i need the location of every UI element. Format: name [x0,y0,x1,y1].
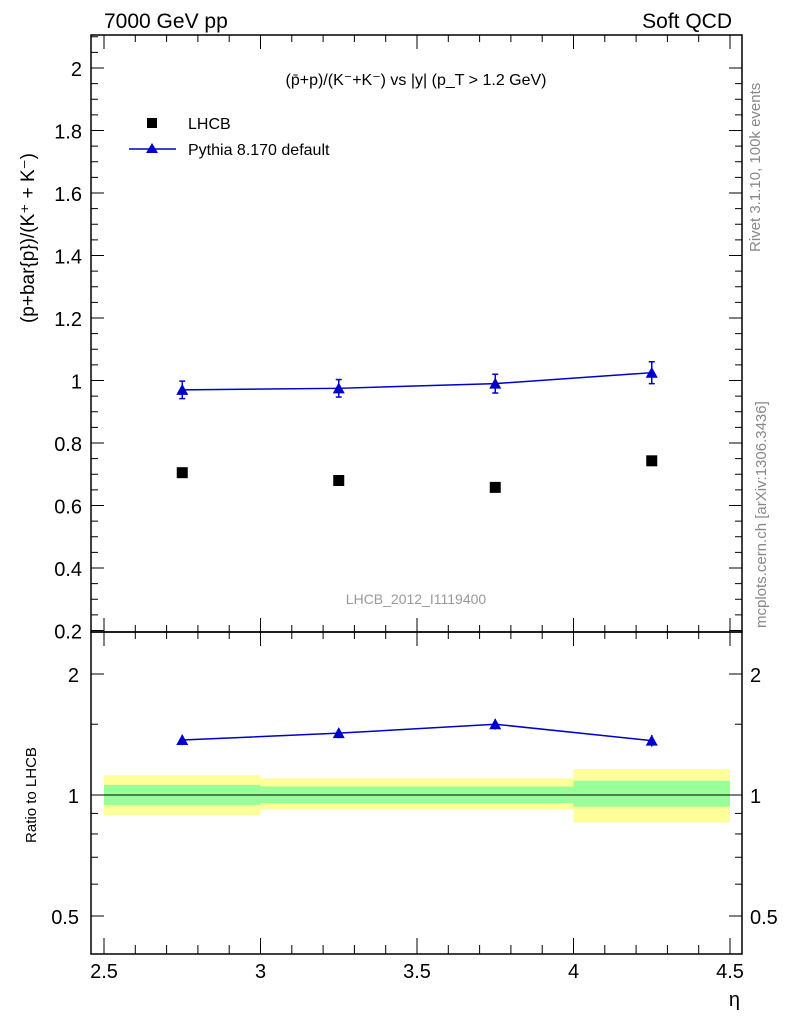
data-point [489,481,501,493]
ratio-y-axis-label: Ratio to LHCB [23,747,40,843]
main-y-tick-label: 0.6 [54,497,82,519]
legend-pythia-label: Pythia 8.170 default [188,142,330,159]
main-y-axis-label: (p+bar{p})/(K⁺ + K⁻) [18,153,39,323]
ratio-point [332,727,345,739]
ratio-point [489,718,502,730]
legend-pythia-marker [146,143,158,153]
main-y-tick-label: 0.8 [54,434,82,456]
mc-point [645,366,658,378]
ratio-y-ticks: 0.5 0.5 1 1 2 2 [51,665,778,929]
data-point [176,467,188,479]
ratio-point [645,734,658,746]
ratio-y-tick-label-right: 2 [750,665,761,687]
ratio-panel: 0.5 0.5 1 1 2 2 2.5 3 3.5 4 4.5 Ratio to LHCB η [23,631,778,1011]
mc-point [176,383,189,395]
data-point [646,455,658,467]
main-y-tick-label: 1.8 [54,122,82,144]
ratio-mc-line [182,723,652,742]
ratio-frame [90,631,743,955]
main-y-tick-label: 1.4 [54,247,82,269]
main-y-tick-label: 1 [71,372,82,394]
legend: LHCB Pythia 8.170 default [129,116,330,159]
legend-lhcb-label: LHCB [188,116,231,133]
ratio-y-tick-label: 1 [68,786,79,808]
ratio-x-tick-label: 2.5 [90,961,118,983]
ratio-x-tick-label: 3 [255,961,266,983]
ratio-series [176,718,658,747]
plot-title: (p̄+p)/(K⁻+K⁻) vs |y| (p_T > 1.2 GeV) [286,72,547,89]
ratio-y-tick-label: 0.5 [51,907,79,929]
ratio-uncertainty-bands [104,769,730,823]
main-x-ticks [103,35,731,632]
rivet-label: Rivet 3.1.10, 100k events [747,83,764,252]
main-y-tick-label: 1.6 [54,184,82,206]
mc-line [182,371,652,391]
header-left: 7000 GeV pp [104,10,228,33]
main-series [176,361,658,493]
x-axis-label: η [729,989,740,1011]
main-y-tick-label: 0.2 [54,622,82,644]
mc-point [489,377,502,389]
ratio-y-tick-label-right: 1 [750,786,761,808]
mc-point [332,382,345,394]
ratio-inner-band [573,780,730,807]
ratio-x-tick-label: 4.5 [716,961,744,983]
ratio-y-tick-label: 2 [68,665,79,687]
ratio-y-tick-label-right: 0.5 [750,907,778,929]
ratio-point [176,734,189,746]
ratio-x-tick-label: 4 [568,961,579,983]
header-right: Soft QCD [642,10,732,33]
main-y-tick-label: 0.4 [54,559,82,581]
ratio-x-ticks: 2.5 3 3.5 4 4.5 [90,632,744,983]
main-y-ticks: 0.2 0.4 0.6 0.8 1 1.2 1.4 1.6 1.8 2 [54,36,742,644]
analysis-label: LHCB_2012_I1119400 [346,591,487,607]
ratio-x-tick-label: 3.5 [403,961,431,983]
main-y-tick-label: 2 [71,59,82,81]
data-point [333,475,345,486]
main-y-tick-label: 1.2 [54,309,82,331]
legend-lhcb-marker [147,118,157,128]
mcplots-label: mcplots.cern.ch [arXiv:1306.3436] [753,401,770,628]
main-panel: 0.2 0.4 0.6 0.8 1 1.2 1.4 1.6 1.8 2 (p+bar{p})/(K… [18,34,743,644]
